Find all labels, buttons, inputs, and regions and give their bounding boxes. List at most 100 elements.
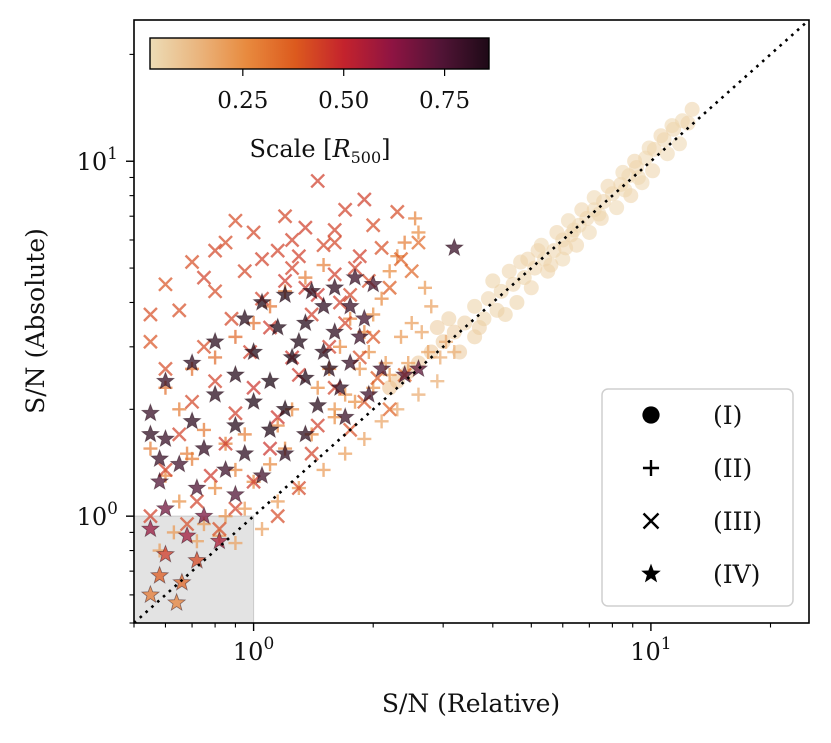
data-point [591,206,607,222]
data-point [228,501,243,516]
legend-entry: (I) [642,401,742,430]
data-point [184,254,200,270]
data-point [401,356,416,371]
data-point [228,329,243,344]
data-point [441,311,457,327]
data-point [313,296,334,315]
data-point [653,128,669,144]
data-point [333,339,348,354]
data-point [180,446,195,461]
data-point [395,364,415,384]
data-point [374,291,389,306]
data-point [408,358,429,378]
colorbar-label: Scale [R500] [249,135,390,167]
data-point [228,213,243,229]
data-point [205,384,225,403]
data-point [630,169,646,185]
data-point [255,522,270,537]
legend-marker-x [642,512,660,530]
data-point [313,341,334,361]
data-point [225,415,246,434]
data-point [310,380,325,395]
data-point [277,208,293,224]
axis-ticks [126,53,772,631]
data-point [270,418,285,433]
y-axis-label: S/N (Absolute) [21,228,50,414]
data-point [149,471,170,490]
data-point [609,200,625,216]
data-point [359,384,379,403]
data-point [235,308,255,327]
data-point [166,525,181,540]
data-point [374,240,389,256]
data-point [171,427,187,442]
data-points [140,101,700,612]
data-point [467,329,483,345]
data-point [338,446,353,461]
data-point [480,291,496,307]
data-point [228,405,243,421]
data-point [194,506,214,525]
data-point [325,321,345,341]
data-point [182,411,202,430]
data-point [382,380,398,396]
data-point [327,222,343,238]
data-point [237,501,252,516]
data-point [600,178,616,194]
data-point [189,494,205,509]
data-point [166,592,187,612]
data-point [260,419,280,439]
data-point [143,508,158,524]
data-point [224,311,239,327]
colorbar-tick-label: 0.50 [318,88,369,114]
data-point [641,140,657,156]
data-point [393,251,409,267]
data-point [179,516,195,532]
data-point [356,192,372,207]
data-point [172,402,187,417]
data-point [370,370,385,386]
data-point [574,202,590,218]
data-point [316,462,331,477]
data-point [218,509,233,524]
data-point [237,263,253,279]
data-point [543,257,559,273]
data-point [143,307,158,322]
data-point [337,315,353,331]
data-point [158,276,173,292]
data-point [645,163,661,179]
data-point [501,263,517,279]
data-point [497,306,513,322]
data-point [302,281,322,300]
data-point [549,224,565,240]
data-point [194,438,214,457]
data-point [189,534,204,549]
data-point [340,296,360,315]
data-point [411,235,426,250]
legend-label: (III) [713,507,762,536]
data-point [310,173,326,189]
data-point [513,254,529,270]
data-point [684,101,700,117]
legend-label: (II) [713,454,752,483]
data-point [140,584,161,604]
data-point [414,325,429,340]
data-point [581,224,597,240]
data-point [254,251,270,267]
data-point [447,345,462,360]
identity-line [134,20,809,623]
data-point [308,395,328,414]
data-point [390,402,405,417]
data-point [523,280,539,296]
data-point [172,494,187,509]
data-point [275,399,295,418]
data-point [252,465,272,484]
data-point [327,402,342,417]
data-point [291,480,307,496]
data-point [433,350,448,365]
data-point [404,263,420,279]
data-point [277,273,293,289]
x-tick-label: 100 [233,634,274,666]
data-point [149,448,170,468]
